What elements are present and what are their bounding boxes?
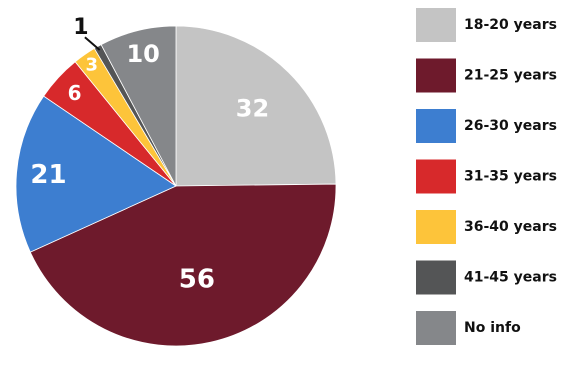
pie-value-label: 1 [73,15,88,40]
pie-slice-26-30-years [15,95,177,253]
legend-swatch [416,311,456,345]
pie-value-label: 6 [68,81,82,105]
legend-label: 31-35 years [464,169,557,185]
pie-value-label: 10 [126,40,159,68]
legend-swatch [416,109,456,143]
legend-swatch [416,159,456,194]
legend-label: No info [464,320,521,336]
legend-label: 26-30 years [464,118,557,134]
pie-value-label: 32 [236,95,269,123]
legend-label: 36-40 years [464,219,557,235]
pie-slice-no-info [100,25,177,187]
pie-value-labels: 32 56 21 63 1 10 [30,15,269,295]
pie-slice-21-25-years [29,183,337,347]
legend: 18-20 years 21-25 years 26-30 years 31-35 y… [416,8,557,345]
pie-value-label: 21 [30,160,66,190]
legend-swatch [416,260,456,295]
legend-label: 18-20 years [464,17,557,33]
leader-line [84,36,101,51]
legend-swatch [416,8,456,42]
legend-swatch [416,210,456,244]
legend-label: 41-45 years [464,270,557,286]
pie [15,25,337,347]
pie-value-label: 3 [86,55,99,76]
pie-value-label: 56 [179,265,215,295]
pie-slice-18-20-years [175,25,337,187]
legend-label: 21-25 years [464,68,557,84]
legend-swatch [416,58,456,93]
